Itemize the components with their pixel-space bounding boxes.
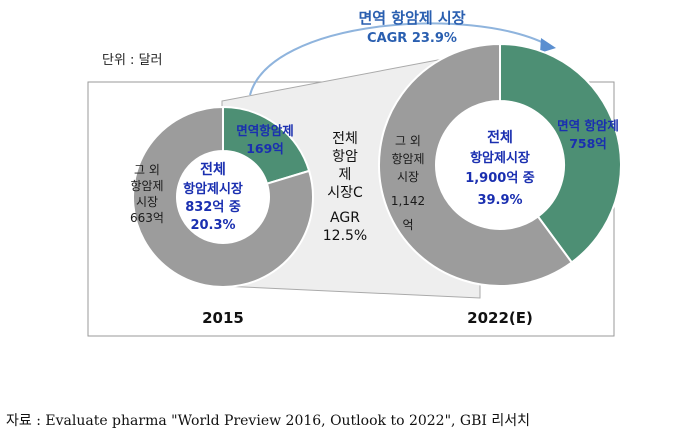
segment-label-other-2022: 억 <box>402 218 413 232</box>
segment-label-other-2022: 1,142 <box>391 194 425 208</box>
donut-hole <box>436 101 564 229</box>
cagr-title: 면역 항암제 시장 <box>358 9 465 27</box>
donut-hole <box>177 151 269 243</box>
center-title-2022: 전체 <box>487 129 513 146</box>
year-label-2015: 2015 <box>202 309 244 327</box>
donut-2015 <box>132 105 314 288</box>
segment-label-other-2022: 그 외 <box>395 134 421 148</box>
segment-label-immuno-2015: 169억 <box>246 141 284 156</box>
donut-2022e <box>378 42 622 287</box>
cagr-arrow-icon <box>540 38 556 53</box>
center-line-2015: 832억 중 <box>185 200 241 215</box>
cagr-arc <box>249 22 549 96</box>
segment-label-other-2015: 시장 <box>136 195 158 209</box>
segment-label-immuno-2022: 758억 <box>569 136 607 151</box>
center-line-2022: 1,900억 중 <box>465 171 535 186</box>
segment-label-other-2015: 그 외 <box>134 163 160 177</box>
center-title-2015: 전체 <box>200 161 226 178</box>
segment-label-other-2015: 663억 <box>130 211 164 225</box>
segment-label-other-2015: 항암제 <box>130 179 163 193</box>
segment-label-other-2022: 시장 <box>397 170 419 184</box>
unit-label: 단위 : 달러 <box>102 53 163 68</box>
cagr-value: CAGR 23.9% <box>367 31 457 46</box>
segment-label-other-2022: 항암제 <box>391 152 424 166</box>
center-line-2015: 20.3% <box>190 218 235 233</box>
year-label-2022: 2022(E) <box>467 309 533 327</box>
middle-cagr-line: 제 <box>339 167 352 183</box>
center-line-2015: 항암제시장 <box>183 181 243 197</box>
center-line-2022: 39.9% <box>477 193 522 208</box>
middle-cagr-line: 12.5% <box>323 228 367 244</box>
segment-label-immuno-2015: 면역항암제 <box>236 123 294 138</box>
segment-label-immuno-2022: 면역 항암제 <box>557 118 619 133</box>
middle-cagr-line: AGR <box>330 210 360 226</box>
middle-cagr-line: 항암 <box>332 149 358 165</box>
center-line-2022: 항암제시장 <box>470 150 530 166</box>
middle-cagr-line: 시장C <box>327 185 363 201</box>
source-note: 자료 : Evaluate pharma "World Preview 2016… <box>6 413 530 429</box>
middle-cagr-line: 전체 <box>332 131 358 147</box>
